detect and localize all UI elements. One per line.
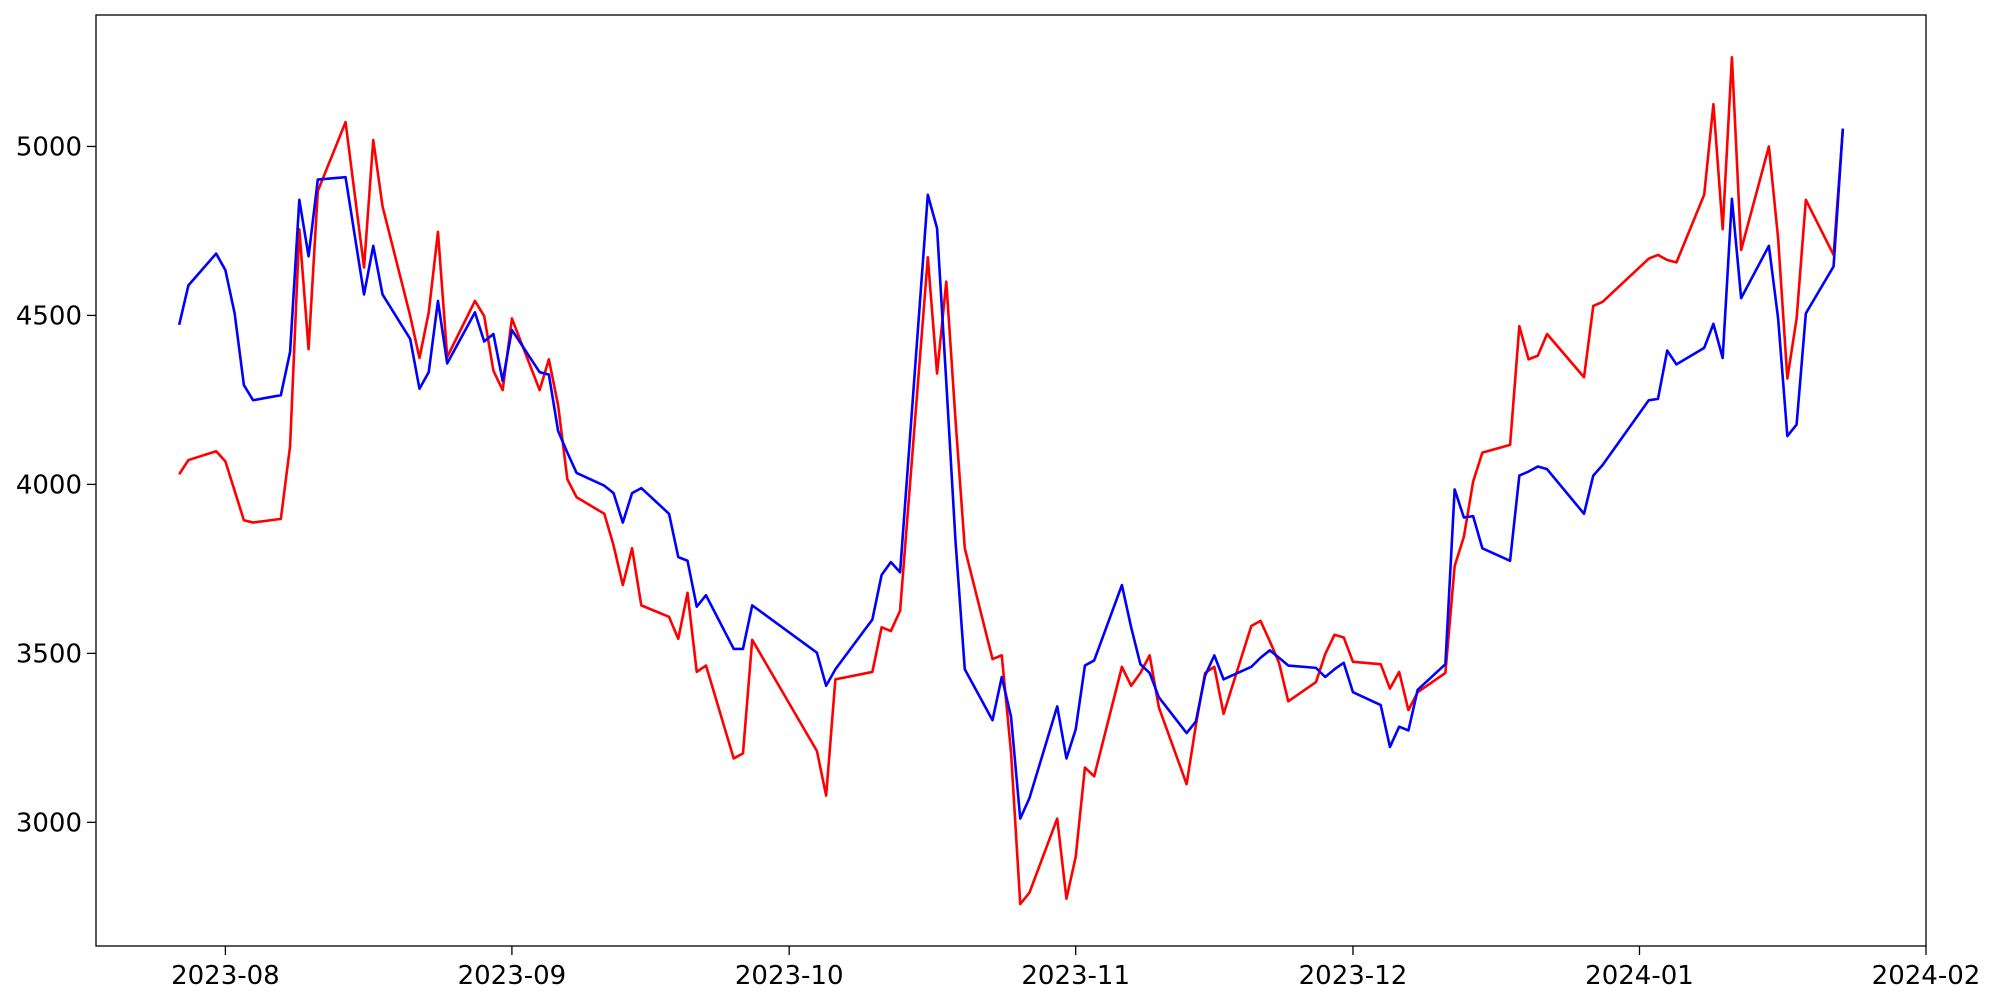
y-tick-label: 3000	[16, 808, 82, 838]
series-line	[178, 55, 1845, 906]
y-tick-label: 5000	[16, 132, 82, 162]
x-tick-label: 2024-01	[1585, 961, 1694, 991]
series-line	[177, 128, 1845, 820]
y-tick-label: 4000	[16, 470, 82, 500]
x-tick-label: 2023-08	[171, 961, 280, 991]
x-tick-label: 2023-09	[458, 961, 567, 991]
y-tick-label: 3500	[16, 639, 82, 669]
x-tick-label: 2023-11	[1021, 961, 1130, 991]
plot-frame	[95, 14, 1927, 947]
x-tick-label: 2023-10	[735, 961, 844, 991]
x-tick-label: 2024-02	[1872, 961, 1981, 991]
x-tick-label: 2023-12	[1299, 961, 1408, 991]
y-tick-label: 4500	[16, 301, 82, 331]
